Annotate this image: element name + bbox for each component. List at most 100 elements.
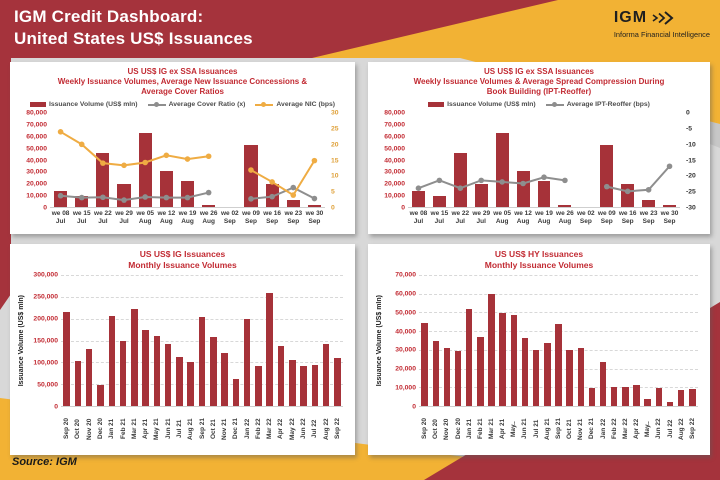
y-axis-tick: 50,000 <box>37 381 58 389</box>
y-axis-title: Issuance Volume (US$ mln) <box>376 295 383 387</box>
bar <box>499 313 506 406</box>
y-axis-tick: 80,000 <box>26 109 47 117</box>
legend-label: Average Cover Ratio (x) <box>168 101 246 108</box>
bar <box>63 311 70 406</box>
x-axis-label: Apr 22 <box>633 418 641 440</box>
x-axis-labels: we 08 Jul we 15 Jul we 22 Jul we 29 Jul we 05 Aug… <box>50 208 325 226</box>
chart-title-line: Book Building (IPT-Reoffer) <box>486 87 592 96</box>
x-axis-label: Jun 22 <box>300 418 308 440</box>
page-title-line1: IGM Credit Dashboard: <box>14 7 204 26</box>
legend-item: Issuance Volume (US$ mln) <box>428 101 536 108</box>
bar <box>108 316 116 406</box>
bar-slot <box>298 275 309 406</box>
plot-area <box>408 113 680 208</box>
bar <box>138 132 152 207</box>
bar <box>558 204 572 207</box>
bar <box>544 343 551 406</box>
bar-slot <box>609 275 620 406</box>
y-axis-tick: 0 <box>43 204 47 212</box>
bar <box>232 378 240 406</box>
chart-legend: Issuance Volume (US$ mln) Average Cover R… <box>16 98 349 111</box>
x-axis-label: Feb 22 <box>610 418 618 440</box>
bar-slot <box>586 275 597 406</box>
bar-slot <box>687 275 698 406</box>
bar <box>663 204 676 207</box>
bar <box>210 337 217 406</box>
bar-slot <box>309 275 320 406</box>
bar-slot <box>508 275 519 406</box>
y-axis-right <box>343 275 349 407</box>
plot-area <box>50 113 325 208</box>
y-axis-tick: 20,000 <box>384 180 405 188</box>
bar-slot <box>475 275 486 406</box>
x-axis-label: Jun 21 <box>521 418 529 440</box>
x-axis-label: we 30 Sep <box>660 210 679 225</box>
y-axis-tick: 70,000 <box>384 121 405 129</box>
x-axis-label: we 23 Sep <box>284 210 303 225</box>
bar <box>600 144 614 207</box>
bar-slot <box>287 275 298 406</box>
bar <box>521 337 529 406</box>
bar <box>244 144 258 207</box>
y-axis-tick: -5 <box>686 125 693 133</box>
x-axis-label: Jun 21 <box>164 418 172 440</box>
x-axis-label: Mar 21 <box>130 418 138 440</box>
chart-title-line: US US$ IG ex SSA Issuances <box>127 67 238 76</box>
bar <box>131 309 138 406</box>
y-axis-right <box>698 275 704 407</box>
y-axis-tick: 40,000 <box>384 157 405 164</box>
legend-line-swatch <box>255 101 274 108</box>
y-axis-tick: 40,000 <box>26 157 47 164</box>
bar-series <box>50 113 325 207</box>
x-axis-label: May.. <box>510 421 518 437</box>
igm-logo: IGM Informa Financial Intelligence <box>614 9 710 39</box>
bar <box>221 353 228 406</box>
bar-slot <box>117 275 128 406</box>
bar <box>286 199 300 207</box>
bar <box>566 349 573 406</box>
bar <box>334 357 341 406</box>
x-axis-label: we 26 Aug <box>199 210 218 225</box>
x-axis-label: Apr 21 <box>142 418 150 440</box>
igm-logo-subtext: Informa Financial Intelligence <box>613 30 710 39</box>
bar <box>255 366 262 406</box>
bar <box>510 315 518 406</box>
y-axis-tick: 30,000 <box>395 346 416 354</box>
gridline <box>61 296 343 298</box>
bar <box>153 335 161 406</box>
bar <box>453 152 467 207</box>
x-axis-labels: Sep 20 Oct 20 Nov 20 Dec 20 Jan 21 Feb 21 Mar … <box>61 407 343 448</box>
y-axis-tick: 30,000 <box>26 168 47 176</box>
chart-title: US US$ IG Issuances Monthly Issuance Volu… <box>16 249 349 271</box>
bar-slot <box>534 113 555 207</box>
bar <box>85 349 93 406</box>
x-axis-label: Sep 20 <box>63 418 71 440</box>
x-axis-label: we 19 Aug <box>178 210 197 225</box>
bar-slot <box>497 275 508 406</box>
bar-series <box>408 113 680 207</box>
bar-slot <box>332 275 343 406</box>
x-axis-label: Dec 20 <box>96 418 104 440</box>
x-axis-label: we 29 Jul <box>115 210 133 225</box>
y-axis-tick: 10,000 <box>395 384 416 392</box>
x-axis-label: we 09 Sep <box>242 210 260 225</box>
source-note: Source: IGM <box>12 456 77 468</box>
legend-label: Average IPT-Reoffer (bps) <box>566 101 650 108</box>
chart-title: US US$ IG ex SSA Issuances Weekly Issuanc… <box>16 67 349 97</box>
bar-slot <box>242 275 253 406</box>
legend-line-swatch <box>545 101 564 108</box>
legend-line-swatch <box>147 101 166 108</box>
bar-slot <box>464 275 475 406</box>
line-series <box>57 129 318 203</box>
x-axis-label: Sep 22 <box>333 418 341 440</box>
igm-logo-text: IGM <box>613 9 648 26</box>
bar <box>432 341 439 406</box>
x-axis-label: Nov 21 <box>221 418 229 440</box>
legend-label: Issuance Volume (US$ mln) <box>48 101 138 108</box>
bar-slot <box>564 275 575 406</box>
x-axis-label: Jul 22 <box>666 419 674 439</box>
x-axis-label: we 15 Jul <box>72 210 91 225</box>
x-axis-label: Jul 21 <box>175 419 183 439</box>
bar-slot <box>642 275 653 406</box>
